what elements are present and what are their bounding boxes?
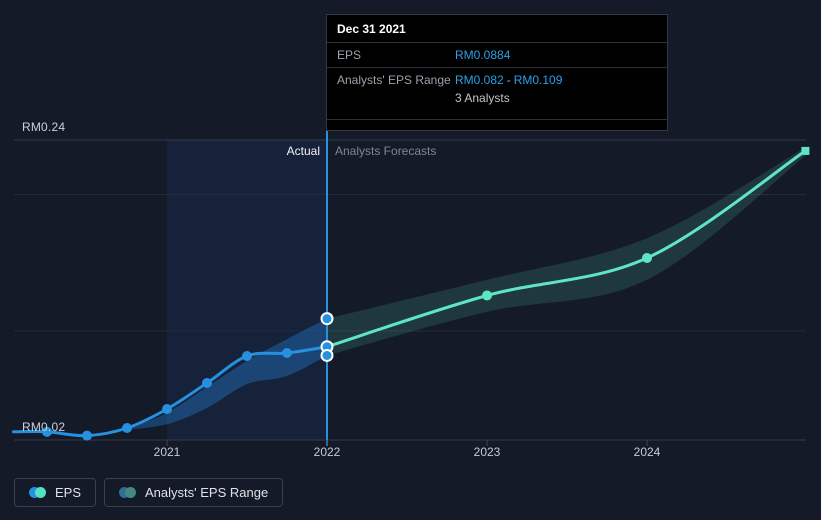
hover-marker bbox=[320, 312, 334, 326]
x-axis-label: 2022 bbox=[313, 445, 341, 459]
actual-marker bbox=[202, 378, 212, 388]
tooltip-range-separator: - bbox=[506, 73, 511, 87]
tooltip-eps-label: EPS bbox=[337, 48, 362, 62]
tooltip-range-label: Analysts' EPS Range bbox=[337, 73, 451, 87]
actual-eps-range-band bbox=[127, 318, 327, 430]
forecasts-label: Analysts Forecasts bbox=[335, 144, 437, 158]
legend-eps-label: EPS bbox=[55, 485, 82, 500]
x-axis-label: 2021 bbox=[153, 445, 181, 459]
forecast-end-marker bbox=[801, 146, 810, 155]
tooltip-analysts-count: 3 Analysts bbox=[455, 91, 510, 105]
y-axis-label-min: RM0.02 bbox=[22, 420, 66, 434]
forecast-marker bbox=[642, 252, 652, 263]
actual-marker bbox=[122, 423, 132, 433]
tooltip-range-row: Analysts' EPS Range RM0.082- RM0.109 3 An… bbox=[327, 68, 667, 110]
tooltip-eps-value: RM0.0884 bbox=[455, 48, 511, 62]
tooltip: Dec 31 2021 EPS RM0.0884 Analysts' EPS R… bbox=[326, 14, 668, 131]
tooltip-range-low: RM0.082 bbox=[455, 73, 504, 87]
legend-item-eps[interactable]: EPS bbox=[14, 478, 97, 507]
eps-series-icon bbox=[29, 487, 46, 498]
actual-marker bbox=[242, 351, 252, 361]
x-axis-label: 2024 bbox=[633, 445, 661, 459]
hovered-year-highlight bbox=[167, 140, 327, 440]
tooltip-eps-row: EPS RM0.0884 bbox=[327, 43, 667, 68]
actual-marker bbox=[282, 348, 292, 358]
forecast-marker bbox=[482, 290, 492, 301]
x-axis-label: 2023 bbox=[473, 445, 501, 459]
legend-item-analysts-range[interactable]: Analysts' EPS Range bbox=[104, 478, 284, 507]
tooltip-date: Dec 31 2021 bbox=[327, 15, 667, 43]
tooltip-footer-divider bbox=[327, 119, 667, 130]
actual-marker bbox=[42, 426, 52, 437]
actual-marker bbox=[82, 430, 92, 441]
hover-marker bbox=[320, 348, 334, 362]
analysts-range-series-icon bbox=[119, 487, 137, 498]
legend: EPS Analysts' EPS Range bbox=[14, 478, 284, 507]
y-axis-label-max: RM0.24 bbox=[22, 120, 66, 134]
tooltip-range-high: RM0.109 bbox=[513, 73, 563, 87]
tooltip-range-value: RM0.082- RM0.109 3 Analysts bbox=[455, 73, 562, 105]
actual-marker bbox=[162, 404, 172, 415]
forecast-eps-range-band bbox=[327, 147, 806, 356]
forecast-line bbox=[325, 149, 807, 349]
legend-analysts-range-label: Analysts' EPS Range bbox=[145, 485, 269, 500]
actual-label: Actual bbox=[286, 144, 320, 158]
